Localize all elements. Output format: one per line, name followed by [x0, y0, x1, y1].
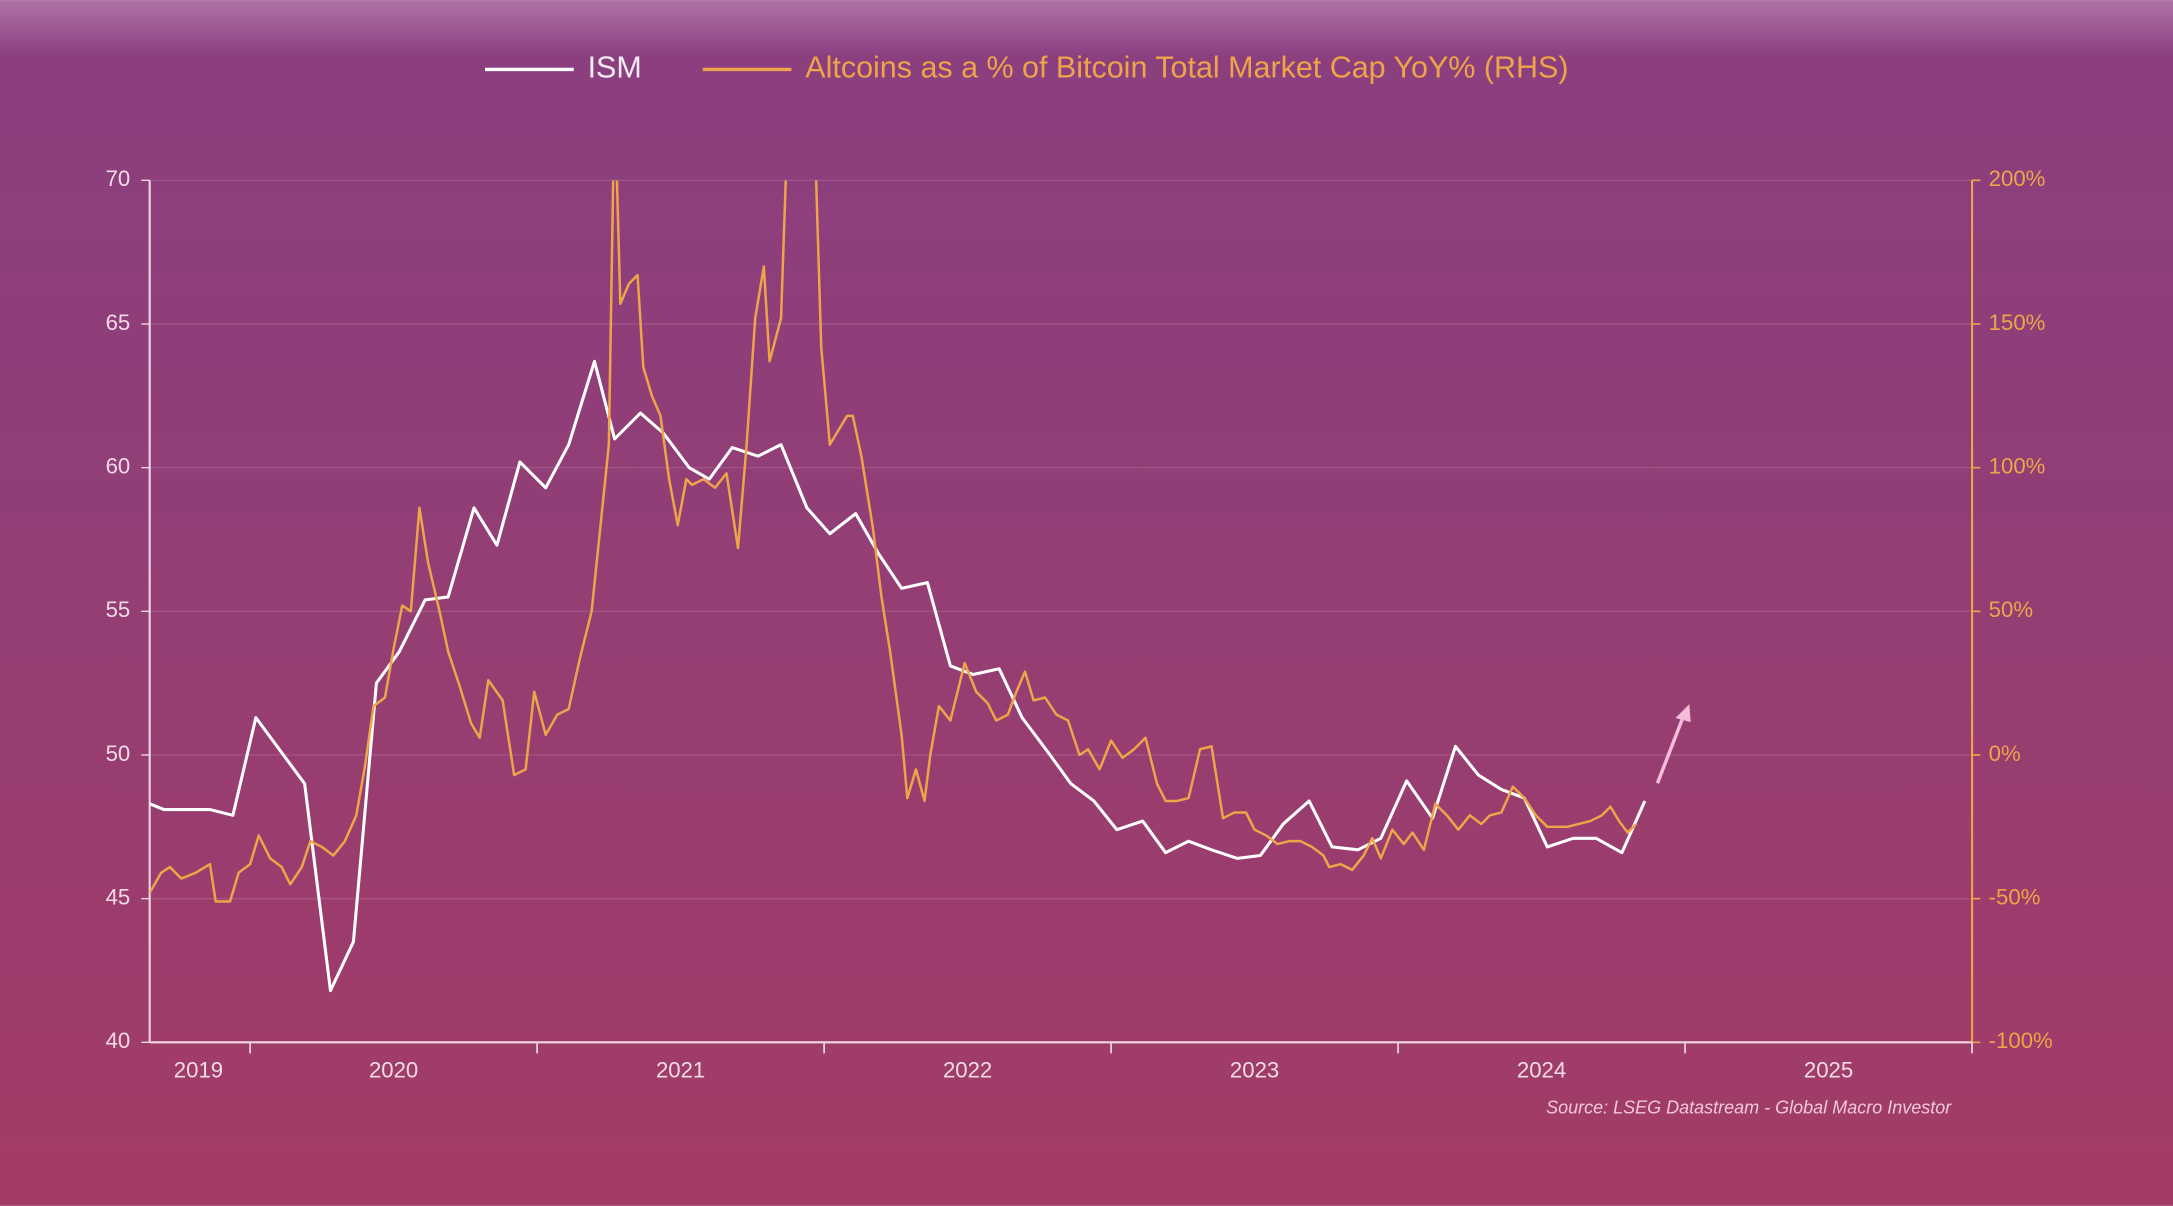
x-tick-label: 2021 — [656, 1057, 705, 1082]
series-line — [149, 359, 1647, 993]
y2-tick-label: 0% — [1989, 741, 2021, 766]
y2-tick-label: 50% — [1989, 597, 2033, 622]
x-tick-label: 2019 — [174, 1057, 223, 1082]
y-tick-label: 70 — [106, 166, 131, 191]
series-line — [149, 180, 1638, 903]
y2-tick-label: 200% — [1989, 166, 2046, 191]
x-tick-label: 2024 — [1517, 1057, 1566, 1082]
y-tick-label: 65 — [106, 310, 131, 335]
legend-label: Altcoins as a % of Bitcoin Total Market … — [805, 50, 1568, 84]
y-tick-label: 55 — [106, 597, 131, 622]
x-tick-label: 2023 — [1230, 1057, 1279, 1082]
y-tick-label: 45 — [106, 885, 131, 910]
arrow-head — [1675, 704, 1691, 723]
source-note: Source: LSEG Datastream - Global Macro I… — [1546, 1098, 1952, 1118]
arrow-shaft — [1655, 714, 1686, 784]
y2-tick-label: 150% — [1989, 310, 2046, 335]
x-tick-label: 2022 — [943, 1057, 992, 1082]
y2-tick-label: -50% — [1989, 885, 2041, 910]
y2-tick-label: -100% — [1989, 1028, 2053, 1053]
x-tick-label: 2020 — [369, 1057, 418, 1082]
legend-label: ISM — [588, 50, 642, 84]
x-tick-label: 2025 — [1804, 1057, 1853, 1082]
plot-area — [149, 180, 1647, 993]
y-tick-label: 50 — [106, 741, 131, 766]
y2-tick-label: 100% — [1989, 454, 2046, 479]
top-glow — [0, 0, 2173, 56]
y-tick-label: 40 — [106, 1028, 131, 1053]
y-tick-label: 60 — [106, 454, 131, 479]
